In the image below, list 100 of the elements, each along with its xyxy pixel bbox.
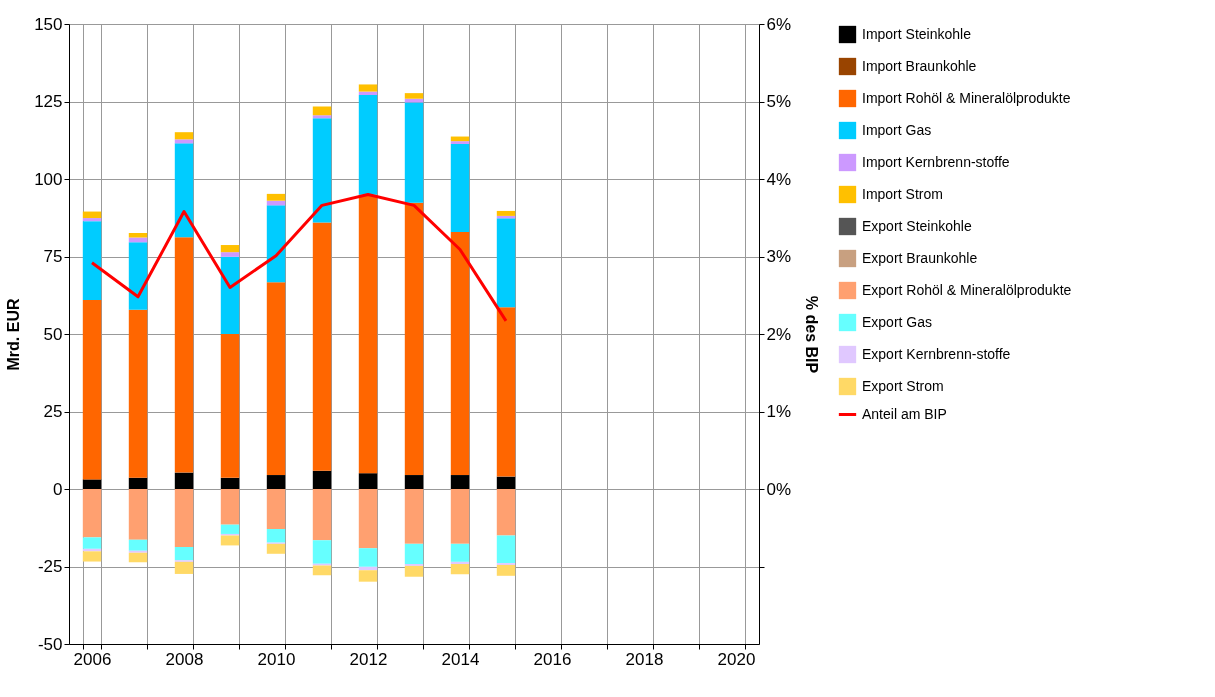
bar (450, 564, 470, 575)
bar (450, 143, 470, 233)
bar (404, 202, 424, 476)
bar (404, 565, 424, 577)
bar (220, 524, 240, 534)
y-tick-label: 125 (34, 92, 63, 111)
bar (128, 309, 148, 478)
y-tick-label: 0 (53, 479, 63, 499)
bar (450, 543, 470, 562)
legend-label: Import Braunkohle (862, 57, 977, 74)
y-tick-label: 100 (34, 169, 63, 189)
bar (174, 489, 194, 547)
legend-label: Import Strom (862, 185, 943, 202)
bar (174, 237, 194, 473)
bar (82, 218, 102, 222)
bar (312, 118, 332, 223)
bar (220, 334, 240, 478)
y2-tick-label: 3% (766, 247, 792, 266)
legend-label: Export Kernbrenn-stoffe (862, 345, 1011, 362)
bar (450, 561, 470, 565)
bar (220, 252, 240, 257)
legend-label: Export Steinkohle (862, 217, 972, 234)
y2-tick-label: 0% (766, 479, 792, 499)
bar (312, 489, 332, 541)
line-series (90, 193, 508, 323)
bar (82, 221, 102, 300)
bar (404, 489, 424, 544)
legend-label: Import Steinkohle (862, 25, 972, 42)
y2-tick-label: 6% (766, 14, 792, 34)
y-tick-label: -25 (37, 557, 63, 576)
bar (312, 106, 332, 116)
bar (174, 546, 194, 561)
bar (220, 256, 240, 334)
x-tick-label: 2020 (717, 649, 756, 669)
bar (266, 528, 286, 543)
bar (312, 540, 332, 564)
x-tick-label: 2008 (165, 649, 204, 669)
bar (496, 535, 516, 564)
y-tick-label: 50 (43, 324, 63, 344)
bar (266, 489, 286, 529)
y-tick-label: 150 (34, 14, 63, 34)
bar (174, 472, 194, 489)
bar (266, 282, 286, 476)
bar (496, 307, 516, 477)
bar (220, 489, 240, 525)
x-tick-label: 2012 (349, 649, 388, 669)
bar (404, 475, 424, 489)
bar (82, 489, 102, 538)
bar (450, 489, 470, 544)
bar (358, 570, 378, 582)
bar (128, 489, 148, 540)
bar (128, 550, 148, 553)
bar (496, 476, 516, 489)
bar (174, 143, 194, 238)
bar (312, 565, 332, 576)
y-tick-label: 25 (43, 402, 63, 421)
bar (358, 84, 378, 92)
bar (404, 543, 424, 565)
bar (358, 194, 378, 474)
bar (82, 479, 102, 489)
bar (404, 102, 424, 203)
bar (450, 141, 470, 144)
y-tick-label: 75 (43, 247, 63, 266)
bar (266, 205, 286, 283)
x-tick-label: 2010 (257, 649, 296, 669)
bar (128, 539, 148, 551)
bar (82, 551, 102, 562)
x-tick-label: 2018 (625, 649, 664, 669)
bar (82, 537, 102, 549)
y2-tick-label: 5% (766, 92, 792, 111)
bar (496, 564, 516, 576)
bar (220, 245, 240, 253)
bar (128, 552, 148, 563)
bar (174, 139, 194, 144)
legend-label: Export Braunkohle (862, 249, 978, 266)
bar (266, 543, 286, 554)
bar (312, 470, 332, 489)
y-axis-title: Mrd. EUR (5, 298, 23, 371)
bar (266, 193, 286, 201)
bar (312, 115, 332, 119)
y-tick-label: -50 (37, 634, 63, 654)
bar (312, 222, 332, 471)
bar (404, 93, 424, 99)
bar (128, 477, 148, 489)
bar (450, 475, 470, 489)
bar (496, 489, 516, 536)
legend-label: Export Rohöl & Mineralölprodukte (862, 281, 1072, 298)
x-tick-label: 2016 (533, 649, 572, 669)
bar (450, 232, 470, 476)
bar (358, 94, 378, 195)
bar (496, 210, 516, 216)
x-tick-label: 2014 (441, 649, 480, 669)
y2-tick-label: 4% (766, 169, 792, 189)
y2-tick-label: 2% (766, 324, 792, 344)
bar (82, 299, 102, 480)
y2-tick-label: 1% (766, 402, 792, 421)
y2-axis-title: % des BIP (803, 295, 821, 374)
legend-label: Import Kernbrenn-stoffe (862, 153, 1010, 170)
bar (128, 232, 148, 238)
bar (358, 548, 378, 567)
